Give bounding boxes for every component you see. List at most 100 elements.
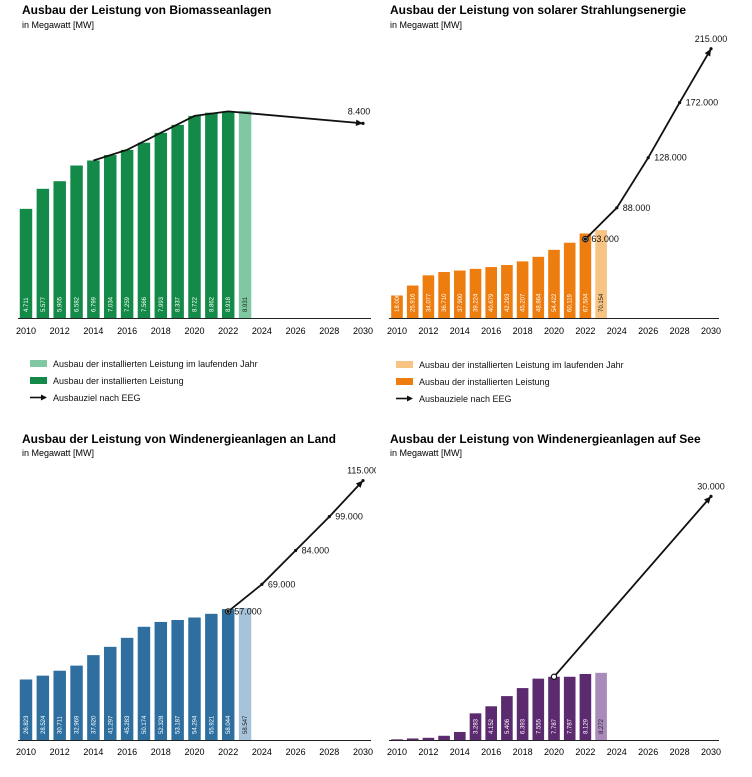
bar-installed [70,665,83,740]
bar-installed [154,132,168,318]
eeg-target-label: 84.000 [302,545,330,555]
bar-installed [485,267,498,318]
bar-installed [563,676,576,740]
x-tick-label: 2026 [638,747,658,757]
eeg-target-point [294,548,298,553]
bar-value-label: 6.582 [75,296,81,312]
bar-value-label: 8.862 [209,296,215,312]
x-tick-label: 2028 [319,747,339,757]
bar-installed [406,738,419,740]
bar-value-label: 70.154 [599,293,605,312]
chart-panel-solar: Ausbau der Leistung von solarer Strahlun… [376,0,752,388]
bar-value-label: 5.577 [41,296,47,312]
x-tick-label: 2010 [16,747,36,757]
eeg-target-label: 215.000 [695,34,728,44]
eeg-target-label: 30.000 [697,481,725,491]
bar-installed [104,155,117,318]
bar-value-label: 4.711 [24,297,30,312]
chart-svg-biomasse: Ausbau der Leistung von Biomasseanlagen … [16,3,373,336]
chart-subtitle: in Megawatt [MW] [390,448,462,458]
eeg-target-label: 172.000 [686,98,719,108]
eeg-arrowhead [703,496,711,504]
x-tick-label: 2024 [252,747,272,757]
bar-value-label: 50.174 [142,715,148,734]
x-tick-label: 2018 [513,747,533,757]
x-tick-label: 2018 [151,326,171,336]
bar-installed [221,111,235,319]
x-tick-label: 2014 [83,747,103,757]
bar-value-label: 6.393 [521,718,527,734]
bar-current-year [238,111,252,318]
x-tick-label: 2026 [286,326,306,336]
eeg-target-point [709,47,713,51]
x-tick-label: 2024 [607,326,627,336]
legend-item-installed: Ausbau der installierten Leistung [30,372,258,389]
x-tick-label: 2016 [481,326,501,336]
x-tick-label: 2012 [50,747,70,757]
bar-value-label: 8.129 [583,718,589,734]
x-tick-label: 2028 [670,747,690,757]
chart-panel-wind-see: Ausbau der Leistung von Windenergieanlag… [376,388,752,776]
legend-item-target: Ausbauziel nach EEG [30,389,258,406]
bar-installed [53,181,66,318]
eeg-target-point [226,609,230,614]
bar-installed [579,673,592,740]
bar-value-label: 37.620 [91,715,97,734]
bar-installed [532,678,545,740]
x-tick-label: 2018 [151,747,171,757]
bar-installed [120,637,134,740]
bar-installed [188,115,201,318]
bar-value-label: 36.710 [442,293,448,312]
x-tick-label: 2022 [575,747,595,757]
chart-panel-wind-land: Ausbau der Leistung von Windenergieanlag… [0,388,376,776]
bar-installed [422,275,435,318]
bar-installed [53,670,66,740]
bar-value-label: 7.993 [159,296,165,312]
bar-installed [188,617,201,740]
bar-installed [205,112,218,319]
x-tick-label: 2026 [638,326,658,336]
bar-value-label: 4.152 [489,718,495,734]
x-tick-label: 2010 [387,747,407,757]
eeg-target-point [361,478,365,483]
chart-subtitle: in Megawatt [MW] [22,20,94,30]
bar-value-label: 40.679 [489,293,495,312]
x-tick-label: 2030 [701,747,721,757]
bar-value-label: 37.900 [458,293,464,312]
chart-title: Ausbau der Leistung von Biomasseanlagen [22,3,271,17]
bar-value-label: 7.787 [552,718,558,734]
bar-current-year [595,672,607,740]
bar-installed [453,270,466,318]
bar-installed [422,737,435,740]
bar-installed [548,249,560,318]
bar-value-label: 7.259 [125,296,131,312]
x-tick-label: 2022 [575,326,595,336]
legend-label: Ausbauziele nach EEG [419,393,512,404]
x-tick-label: 2020 [184,326,204,336]
legend-swatch [396,361,413,368]
bar-installed [19,679,33,740]
eeg-target-point [615,206,619,210]
bar-value-label: 8.337 [176,296,182,312]
eeg-target-point [646,156,650,160]
bar-installed [205,613,218,740]
x-tick-label: 2016 [117,326,137,336]
chart-svg-solar: Ausbau der Leistung von solarer Strahlun… [387,3,728,336]
bar-installed [154,621,168,740]
legend-solar: Ausbau der installierten Leistung im lau… [396,356,624,407]
bar-value-label: 3.283 [474,718,480,734]
chart-svg-wind-see: Ausbau der Leistung von Windenergieanlag… [387,432,725,757]
legend-label: Ausbau der installierten Leistung [419,376,550,387]
x-tick-label: 2026 [286,747,306,757]
bar-value-label: 18.006 [395,293,401,312]
legend-swatch [30,377,47,384]
eeg-target-point [361,121,365,125]
eeg-target-label: 8.400 [348,106,371,116]
chart-subtitle: in Megawatt [MW] [22,448,94,458]
x-tick-label: 2020 [544,747,564,757]
bar-installed [469,713,482,740]
eeg-target-label: 88.000 [623,203,651,213]
bar-installed [501,265,513,318]
eeg-target-point [709,494,713,498]
eeg-arrowhead [355,480,363,488]
